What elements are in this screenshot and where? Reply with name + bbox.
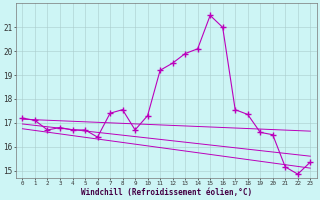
X-axis label: Windchill (Refroidissement éolien,°C): Windchill (Refroidissement éolien,°C) (81, 188, 252, 197)
